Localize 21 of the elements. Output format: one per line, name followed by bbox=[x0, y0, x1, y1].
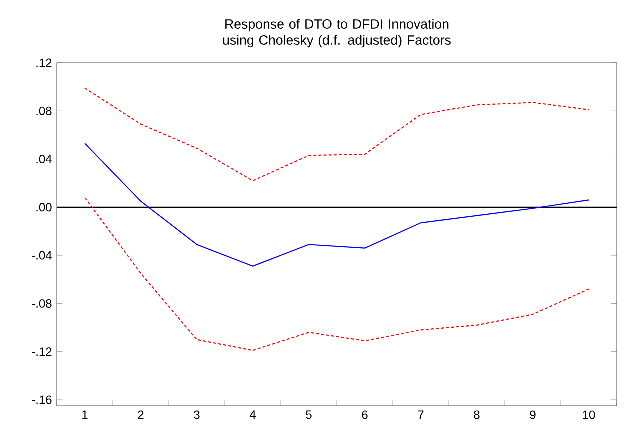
y-tick-label: -.12 bbox=[32, 348, 52, 356]
x-tick-label: 9 bbox=[530, 410, 536, 420]
x-tick-label: 7 bbox=[418, 410, 424, 419]
x-tick-label: 8 bbox=[474, 410, 480, 420]
y-tick-label: .00 bbox=[36, 203, 52, 212]
y-tick-label: .12 bbox=[36, 58, 52, 68]
y-tick-label: .08 bbox=[36, 106, 52, 116]
line-series bbox=[84, 88, 590, 182]
x-tick-label: 3 bbox=[194, 410, 200, 420]
x-tick-label: 2 bbox=[138, 410, 144, 420]
line-series bbox=[84, 197, 590, 352]
x-tick-label: 4 bbox=[250, 410, 256, 419]
x-tick-label: 5 bbox=[306, 410, 312, 420]
x-tick-label: 1 bbox=[82, 410, 88, 419]
y-tick-label: -.08 bbox=[32, 299, 52, 308]
y-tick-label: .04 bbox=[36, 155, 52, 164]
chart-title: Response of DTO to DFDI Innovation using Cholesky (d.f. adjusted) Factors bbox=[223, 19, 451, 48]
x-tick-label: 6 bbox=[362, 410, 368, 420]
y-tick-label: -.04 bbox=[32, 251, 52, 260]
x-tick-label: 10 bbox=[583, 410, 596, 420]
y-tick-label: -.16 bbox=[32, 396, 52, 404]
